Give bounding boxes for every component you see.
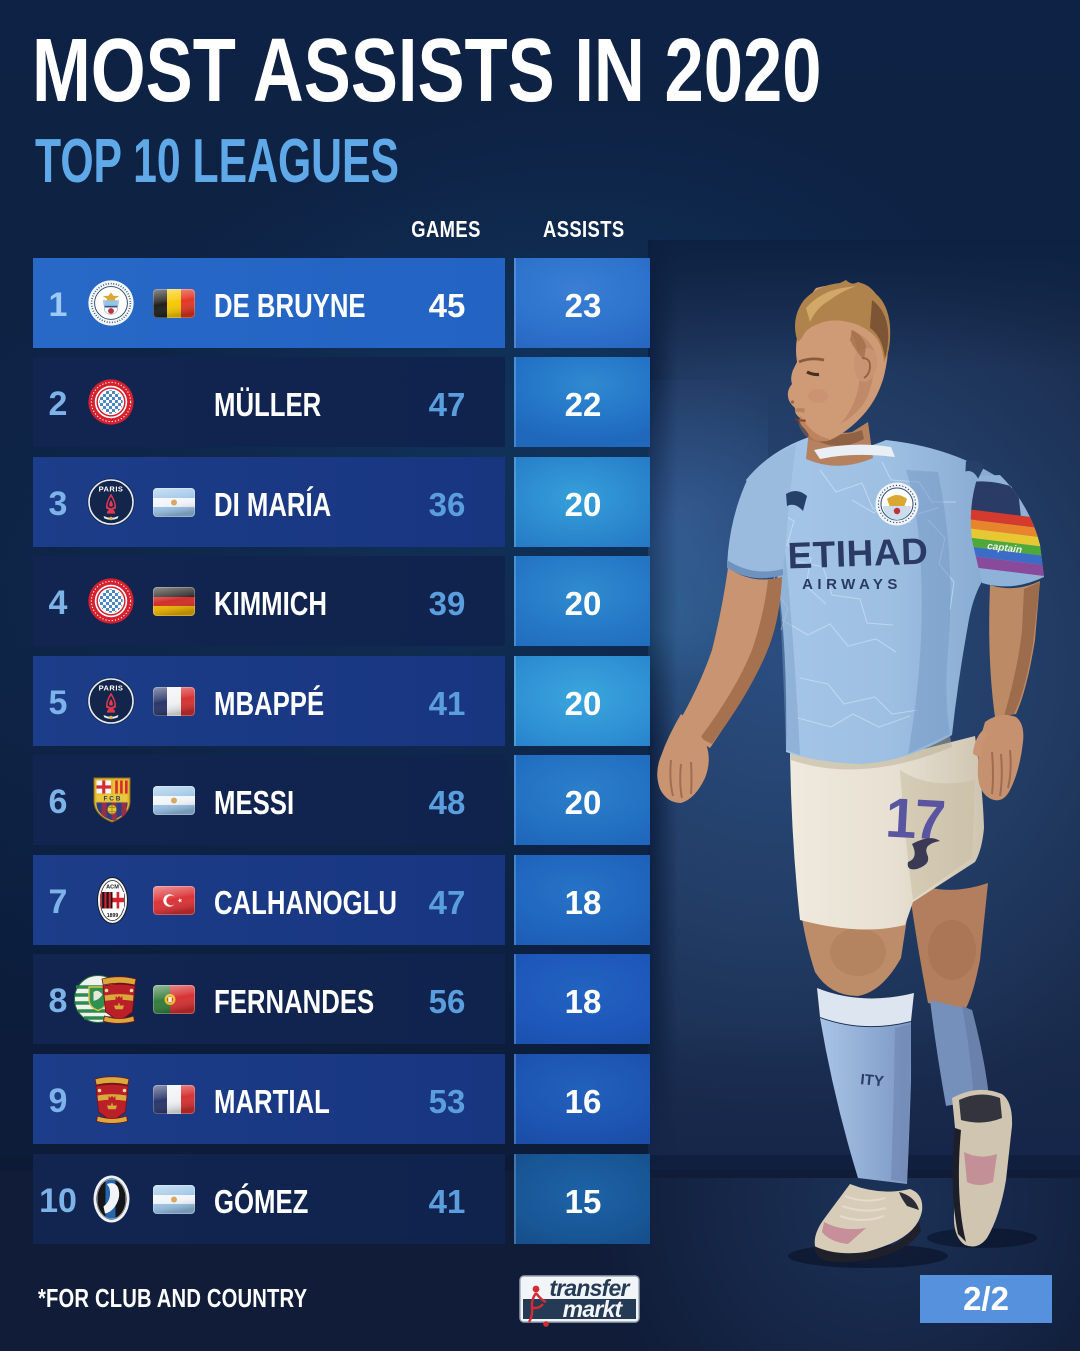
svg-text:PARIS: PARIS [99,485,124,494]
svg-text:F C B: F C B [104,795,121,802]
svg-text:markt: markt [563,1296,624,1322]
svg-text:captain: captain [987,541,1023,556]
svg-text:1899: 1899 [107,913,119,919]
svg-text:transfer: transfer [549,1275,630,1301]
svg-text:ACM: ACM [106,885,119,891]
svg-text:ITY: ITY [860,1071,885,1090]
svg-text:AIRWAYS: AIRWAYS [802,576,902,593]
svg-text:ETIHAD: ETIHAD [787,531,929,577]
svg-text:PARIS: PARIS [99,684,124,693]
